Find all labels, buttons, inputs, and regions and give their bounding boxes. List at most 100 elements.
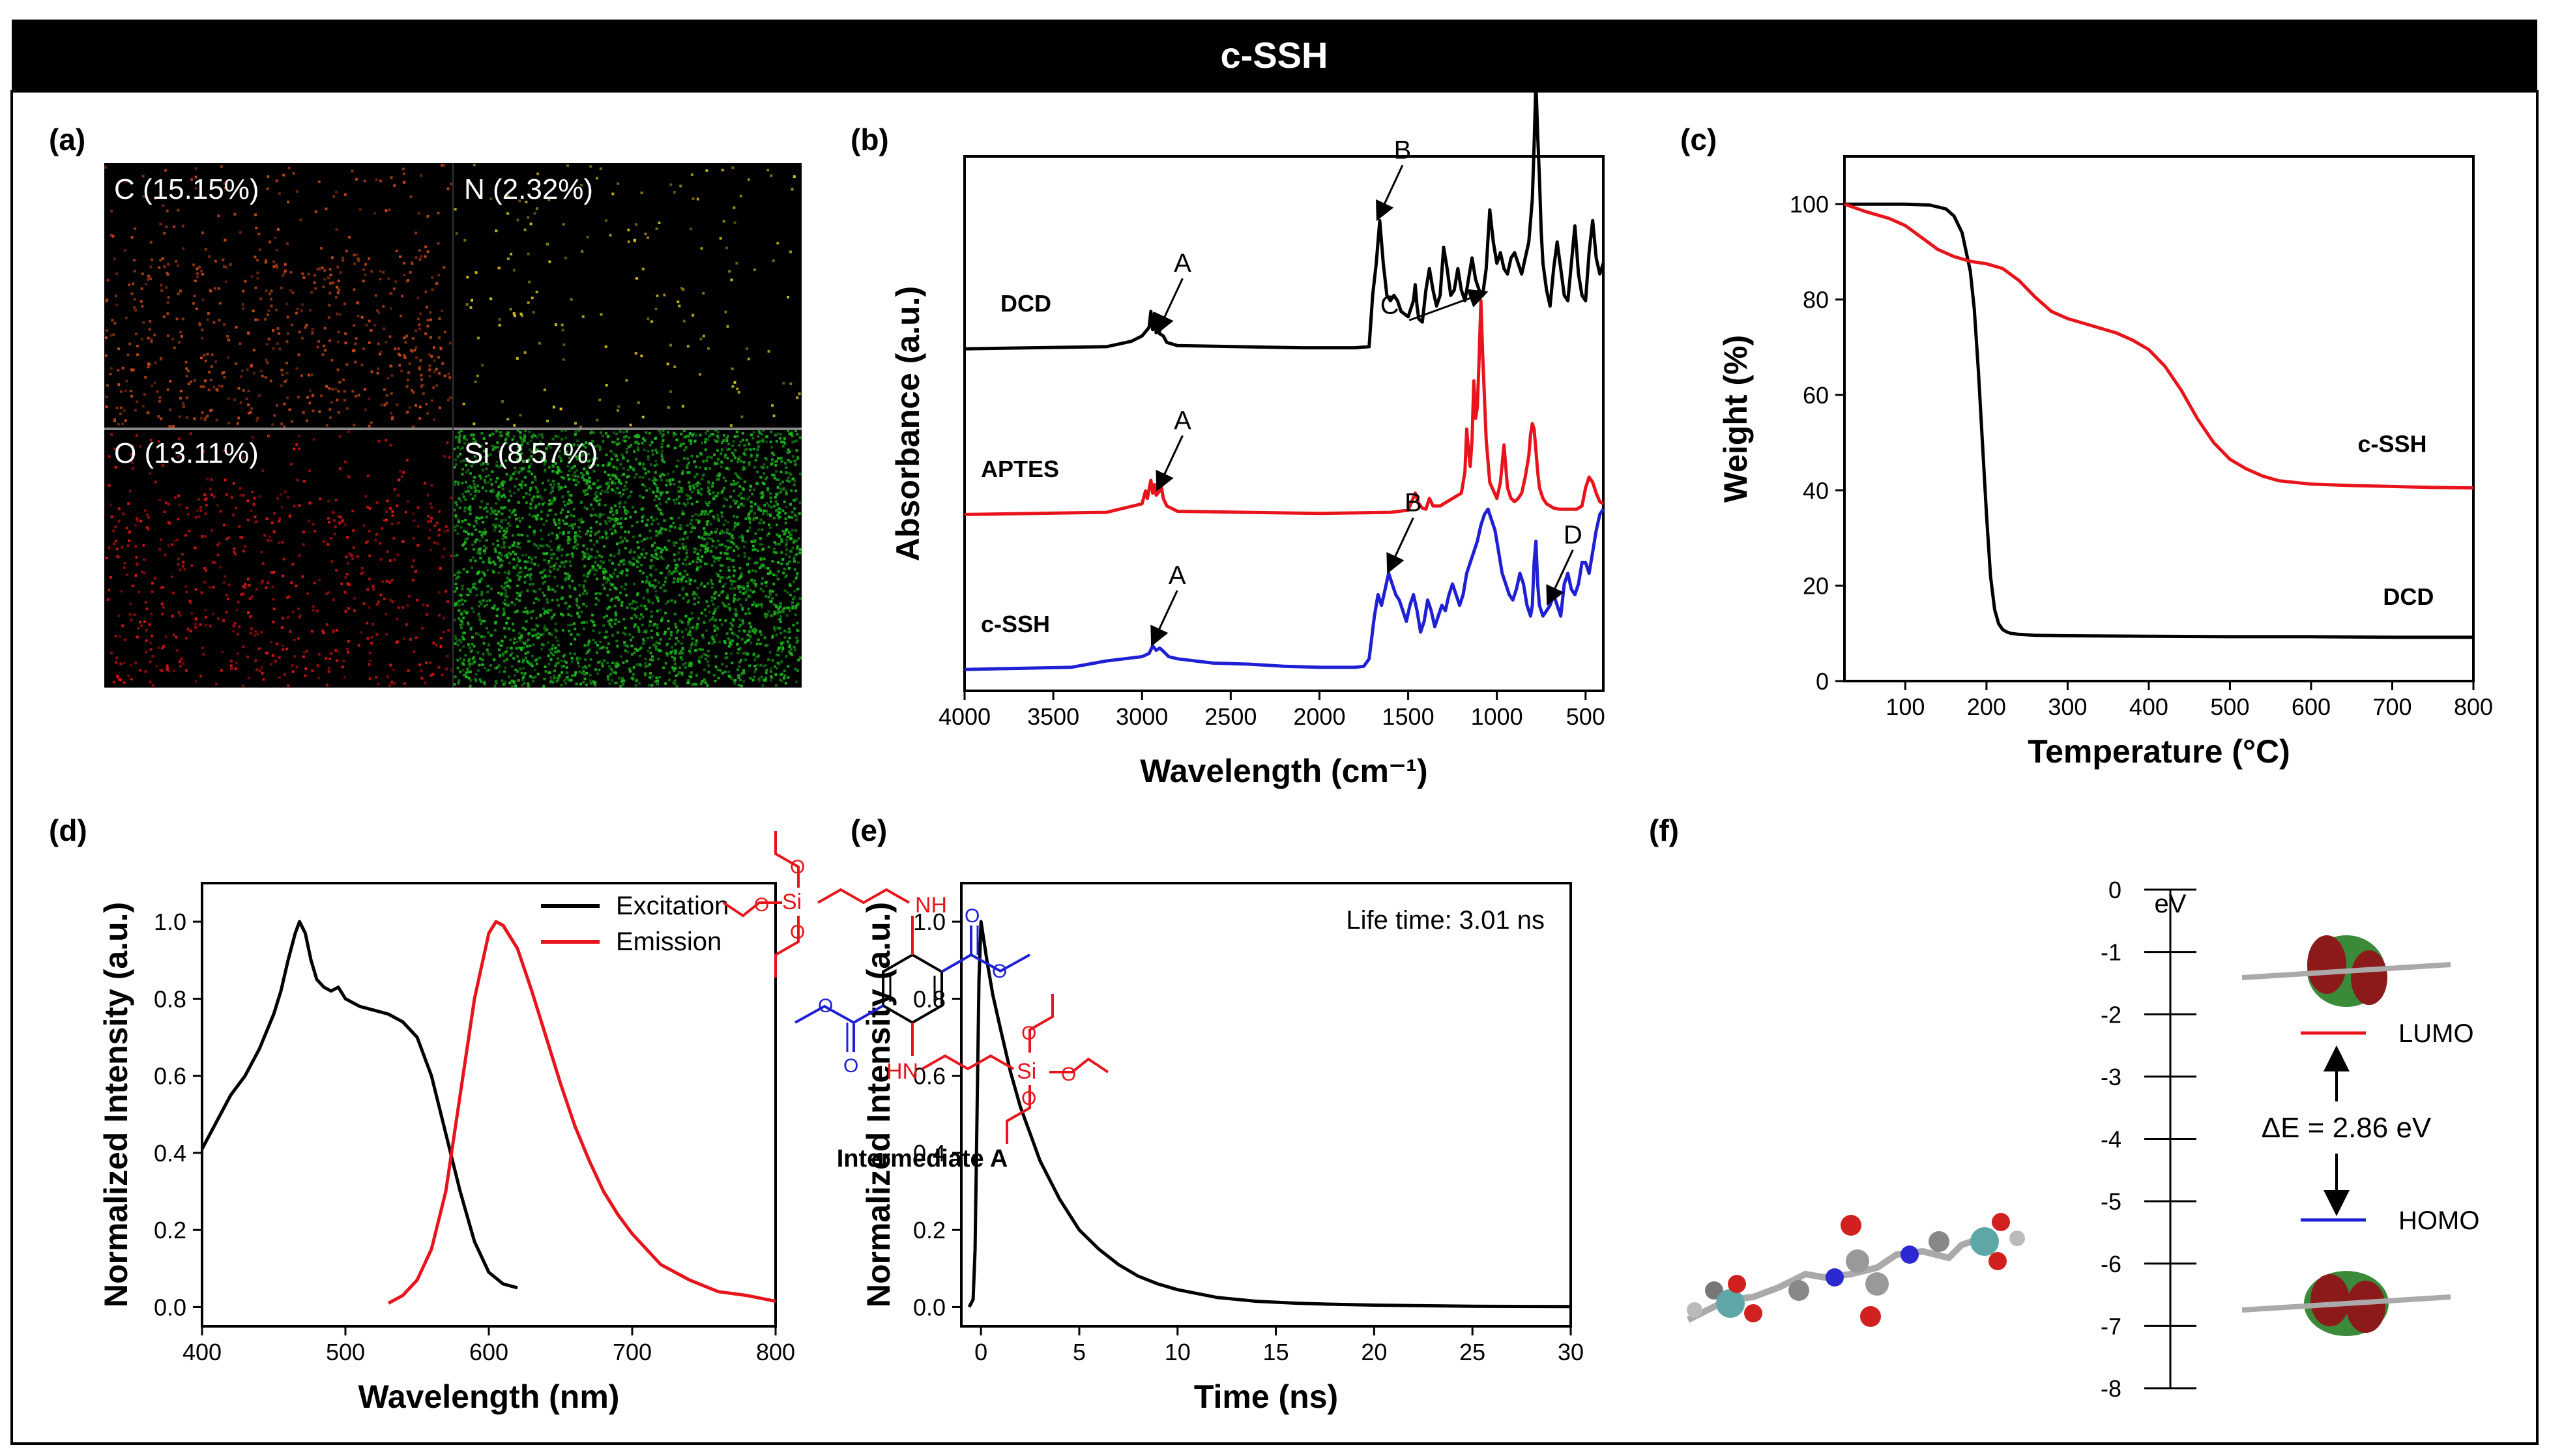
y-tick-label: 0.6 [154,1063,186,1090]
series-line-c-ssh [1844,202,2474,490]
figure-title: c-SSH [1221,35,1328,76]
atom-o-ball [1728,1275,1746,1293]
plot-frame [960,882,1572,1328]
x-tick-label: 2500 [1204,703,1257,730]
x-tick-label: 30 [1558,1339,1584,1365]
orbital-lobe [2307,935,2346,994]
series-label-dcd: DCD [1000,290,1051,317]
panel-label-f: (f) [1649,813,1679,847]
x-tick-label: 200 [1967,693,2006,720]
x-tick-label: 100 [1886,693,1925,720]
panel-label-e: (e) [851,813,887,847]
atom-o: O [790,922,805,943]
series-label-dcd: DCD [2383,583,2434,610]
series-line-decay [967,920,1571,1309]
x-tick-label: 10 [1165,1339,1191,1365]
panel-f: NH Si O O O O O O O HN [722,831,2479,1402]
y-tick-label: 0.4 [913,1140,946,1167]
lumo-orbital [2241,935,2451,1007]
ethoxy-bottom-right [1006,1085,1031,1144]
y-tick-label: 0.6 [913,1063,946,1090]
series-line-c-ssh [964,507,1605,671]
plot-frame [1843,155,2475,682]
atom-c-ball [1846,1249,1869,1273]
atom-o: O [1021,1023,1036,1044]
plot-frame [963,155,1605,692]
x-tick-label: 400 [182,1339,222,1365]
annotation-D: D [1564,521,1582,549]
y-axis-label: Absorbance (a.u.) [890,286,926,561]
ester-left [794,1004,854,1024]
ethoxy-right [1049,1057,1109,1073]
series-label-aptes: APTES [981,456,1059,482]
energy-tick-label: -5 [2101,1188,2121,1215]
panel-label-d: (d) [49,813,87,847]
orbital-backbone [2241,962,2451,980]
energy-tick-label: -2 [2101,1001,2121,1028]
annotation-arrow [1156,435,1184,492]
atom-o: O [843,1055,858,1077]
atom-o: O [1021,1088,1036,1109]
x-tick-label: 600 [469,1339,508,1365]
atom-si-top: Si [782,890,802,914]
propyl-chain-top [817,888,910,905]
energy-tick-label: -7 [2101,1313,2121,1339]
x-tick-label: 500 [2210,693,2249,720]
atom-o: O [790,856,805,878]
series-label-c-ssh: c-SSH [981,611,1050,637]
series-line-emission [387,920,776,1305]
atom-si-ball [1970,1227,1999,1256]
orbital-lobe [2346,1281,2385,1333]
y-axis-label: Normalized Intensity (a.u.) [98,902,134,1307]
annotation-B: B [1394,136,1412,164]
ethoxy-top [774,831,800,888]
y-tick-label: 0.4 [154,1140,186,1167]
x-tick-label: 4000 [939,703,991,730]
x-axis-label: Wavelength (cm⁻¹) [1140,753,1427,789]
atom-c-ball [1705,1281,1723,1300]
annotation-A: A [1169,561,1186,590]
energy-tick-label: -4 [2101,1126,2121,1153]
x-tick-label: 300 [2048,693,2087,720]
x-tick-label: 15 [1263,1339,1289,1365]
atom-hn-bottom: HN [886,1059,918,1084]
x-axis-label: Temperature (°C) [2028,733,2290,770]
energy-diagram: 0 -1 -2 -3 -4 -5 -6 -7 -8 [2101,877,2196,1402]
chart-d-pl: 400 500 600 700 800 0.0 0.2 0.4 0.6 0.8 1.0 Excitat… [98,882,795,1415]
map-label-si: Si (8.57%) [464,437,598,469]
energy-tick-label: -1 [2101,939,2121,966]
ball-and-stick-model [1686,1213,2025,1327]
atom-n-ball [1901,1245,1919,1264]
legend-label-excitation: Excitation [616,892,729,920]
annotation-A: A [1174,249,1191,278]
x-tick-label: 500 [1566,703,1605,730]
x-tick-label: 5 [1073,1339,1086,1365]
legend-label-emission: Emission [616,927,721,956]
title-bar [12,20,2537,91]
panel-a-elemental-maps: C (15.15%) N (2.32%) O (13.11%) Si (8.57… [104,163,802,688]
figure-frame [10,90,2539,1445]
orbital-lobe [2351,950,2387,1005]
atom-o: O [1061,1064,1076,1085]
series-line-aptes [964,298,1605,516]
series-line-dcd [964,80,1605,351]
lumo-label: LUMO [2398,1019,2474,1048]
x-tick-label: 800 [2454,693,2493,720]
series-label-c-ssh: c-SSH [2357,431,2426,458]
molecule-structure: NH Si O O O O O O O HN [722,831,1109,1144]
atom-o: O [965,905,980,927]
y-tick-label: 100 [1790,191,1829,218]
molecule-label: Intermediate A [837,1145,1008,1172]
y-tick-label: 80 [1803,287,1829,313]
map-quadrant-3 [453,429,802,688]
series-line-excitation [200,920,518,1290]
orbital-backbone [2241,1294,2451,1313]
annotation-arrow [1408,289,1489,321]
gap-label: ΔE = 2.86 eV [2262,1112,2432,1144]
x-tick-label: 1000 [1471,703,1523,730]
ethoxy-left [722,901,782,918]
energy-tick-label: -8 [2101,1375,2121,1402]
atom-o: O [754,894,769,916]
chart-c-tga: 100 200 300 400 500 600 700 800 0 20 40 60 80 100 c-SS… [1717,155,2493,770]
